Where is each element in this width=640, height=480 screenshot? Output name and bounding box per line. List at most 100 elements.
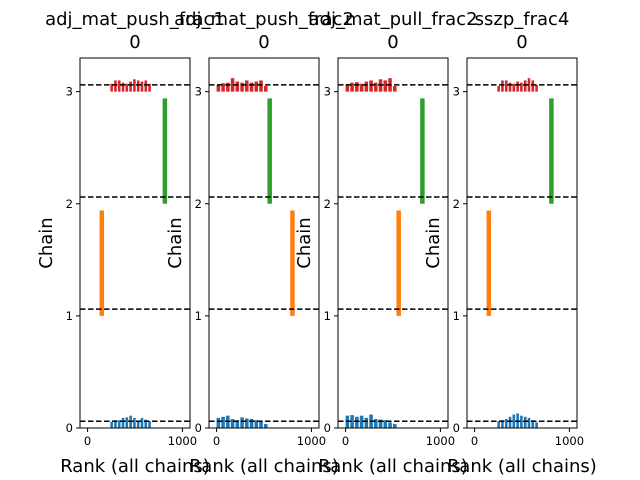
rank-bar-chain-3	[355, 82, 359, 92]
x-tick-label: 1000	[297, 434, 326, 448]
y-tick-label: 2	[195, 197, 202, 211]
y-tick-label: 3	[195, 85, 202, 99]
x-tick-label: 0	[84, 434, 91, 448]
rank-bar-chain-0	[110, 421, 113, 428]
rank-bar-chain-0	[527, 417, 531, 428]
rank-bar-chain-3	[114, 80, 117, 92]
rank-bar-chain-3	[531, 80, 535, 92]
rank-bar-chain-3	[136, 80, 140, 92]
axes-frame	[466, 57, 578, 429]
rank-bar-chain-3	[121, 82, 125, 92]
rank-bar-chain-0	[497, 421, 500, 428]
rank-bar-chain-0	[148, 421, 151, 428]
rank-bar-chain-3	[117, 80, 121, 92]
rank-bar-chain-3	[516, 81, 519, 92]
y-tick-label: 3	[66, 85, 73, 99]
rank-bar-chain-3	[374, 82, 378, 92]
rank-bar-chain-0	[512, 414, 516, 428]
rank-bar-chain-0	[133, 417, 136, 428]
rank-bar-chain-3	[345, 84, 350, 92]
rank-bar-chain-0	[140, 417, 144, 428]
rank-bar-chain-3	[504, 80, 508, 92]
rank-bar-chain-0	[144, 419, 148, 428]
rank-bar-chain-0	[350, 415, 354, 428]
y-tick-label: 1	[324, 309, 331, 323]
panel-title: adj_mat_push_frac1	[45, 9, 225, 30]
rank-bar-chain-0	[359, 415, 364, 428]
rank-bar-chain-0	[535, 422, 538, 428]
axes-frame	[79, 57, 191, 429]
y-tick-label: 1	[453, 309, 460, 323]
rank-bar-chain-0	[136, 420, 140, 428]
rank-bar-chain-3	[226, 82, 230, 92]
rank-bar-chain-3	[520, 82, 523, 92]
rank-bar-chain-0	[254, 420, 259, 428]
panel-title-suffix: 0	[516, 32, 527, 53]
y-tick-label: 1	[195, 309, 202, 323]
rank-bar-chain-3	[221, 83, 225, 92]
rank-bar-chain-0	[504, 419, 508, 428]
rank-bar-chain-3	[508, 82, 512, 92]
rank-bar-chain-3	[523, 80, 527, 92]
panel-title-suffix: 0	[387, 32, 398, 53]
y-tick-label: 0	[195, 421, 202, 435]
y-tick-label: 1	[66, 309, 73, 323]
x-tick-label: 1000	[426, 434, 455, 448]
rank-bar-chain-3	[264, 86, 268, 92]
rank-bar-chain-0	[388, 422, 392, 428]
rank-bar-chain-0	[259, 421, 263, 428]
rank-bar-chain-3	[133, 79, 136, 92]
rank-bar-chain-0	[121, 417, 125, 428]
rank-bar-chain-3	[235, 81, 240, 92]
rank-bar-chain-0	[221, 416, 225, 428]
rank-bar-chain-0	[531, 420, 535, 428]
panel-title: adj_mat_push_frac2	[174, 9, 354, 30]
rank-bar-chain-3	[140, 81, 144, 92]
x-tick-label: 1000	[555, 434, 584, 448]
rank-bar-chain-3	[369, 80, 373, 92]
rank-bar-chain-0	[383, 420, 388, 428]
x-axis-label: Rank (all chains)	[318, 456, 468, 477]
rank-bar-chain-0	[508, 416, 512, 428]
rank-bar-chain-3	[144, 80, 148, 92]
rank-bar-chain-0	[355, 416, 359, 428]
rank-bar-chain-3	[501, 80, 504, 92]
rank-bar-chain-3	[527, 78, 531, 92]
panel-title: adj_mat_pull_frac2	[308, 9, 477, 30]
rank-bar-chain-0	[378, 419, 383, 428]
rank-bar-chain-0	[364, 417, 369, 428]
rank-bar-chain-0	[240, 417, 244, 428]
rank-bar-chain-3	[259, 80, 263, 92]
panel-title-suffix: 0	[258, 32, 269, 53]
y-tick-label: 2	[324, 197, 331, 211]
x-axis-label: Rank (all chains)	[60, 456, 210, 477]
rank-bar-chain-3	[535, 84, 538, 92]
rank-bar-chain-3	[350, 82, 354, 92]
rank-bar-chain-3	[393, 86, 397, 92]
rank-bar-chain-0	[230, 419, 235, 428]
y-tick-label: 2	[66, 197, 73, 211]
rank-bar-chain-3	[249, 82, 254, 92]
rank-bar-chain-0	[249, 419, 254, 428]
rank-bar-chain-0	[520, 415, 523, 428]
y-axis-label: Chain	[165, 217, 186, 268]
rank-bar-chain-0	[245, 418, 249, 428]
rank-bar-chain-0	[235, 420, 240, 428]
rank-bar-chain-3	[230, 78, 235, 92]
x-axis-label: Rank (all chains)	[189, 456, 339, 477]
rank-bar-chain-0	[117, 420, 121, 428]
rank-bar-chain-0	[523, 416, 527, 428]
rank-bar-chain-3	[364, 81, 369, 92]
y-axis-label: Chain	[423, 217, 444, 268]
rank-bar-chain-0	[374, 419, 378, 428]
y-axis-label: Chain	[294, 217, 315, 268]
rank-bar-chain-0	[114, 420, 117, 428]
y-tick-label: 0	[66, 421, 73, 435]
axes-frame	[337, 57, 449, 429]
rank-bar-chain-3	[240, 82, 244, 92]
rank-bar-chain-0	[393, 424, 397, 428]
